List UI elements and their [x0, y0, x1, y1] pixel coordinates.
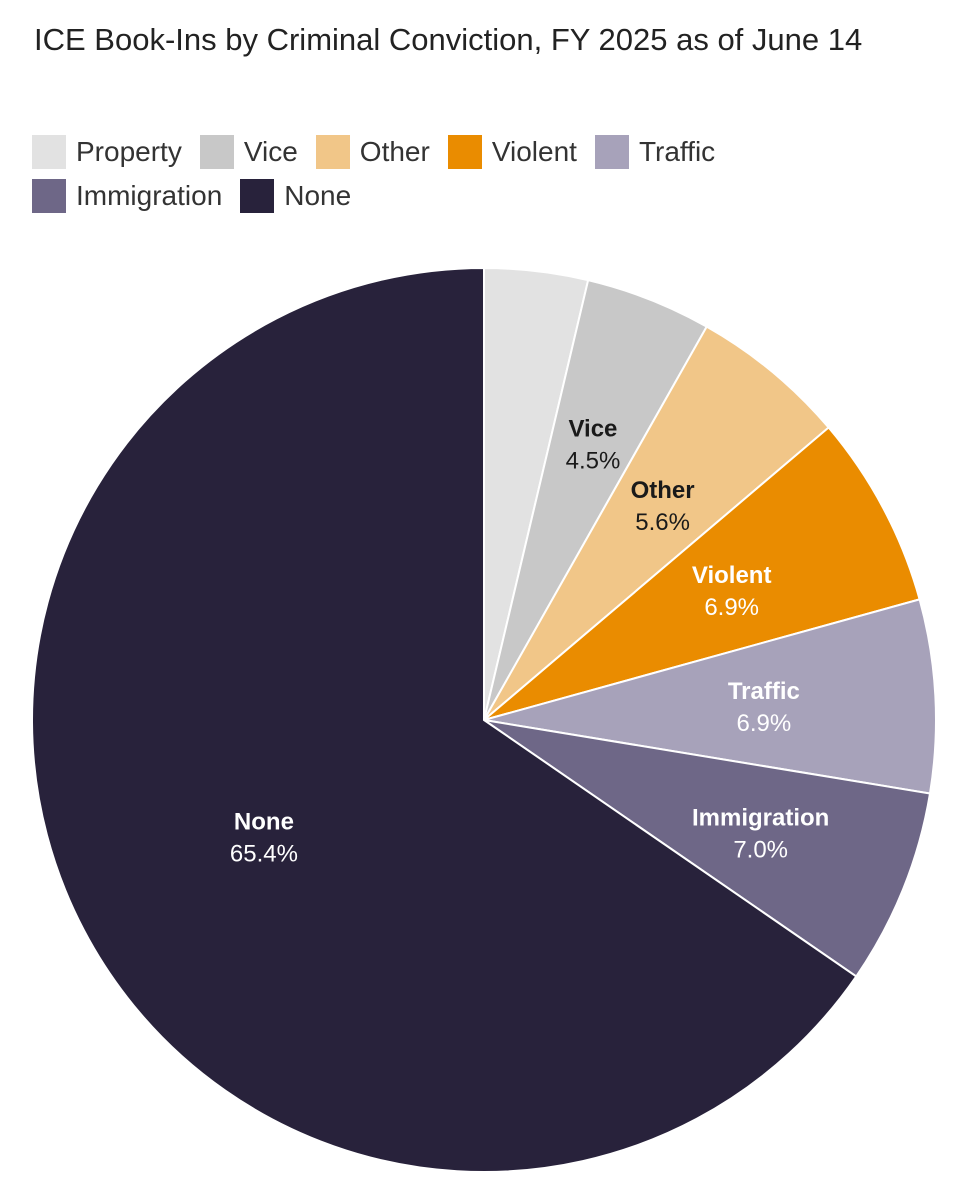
- legend-item-traffic[interactable]: Traffic: [594, 135, 716, 169]
- slice-label-name-traffic: Traffic: [728, 678, 800, 705]
- legend-item-immigration[interactable]: Immigration: [32, 179, 222, 213]
- legend-label-property: Property: [76, 136, 182, 167]
- legend-row-2: Immigration None: [32, 174, 932, 218]
- slice-label-value-vice: 4.5%: [566, 447, 621, 474]
- legend-swatch-immigration: [32, 179, 66, 213]
- slice-label-name-none: None: [234, 809, 294, 836]
- pie-slice-other[interactable]: [483, 325, 831, 721]
- legend-label-immigration: Immigration: [76, 180, 223, 211]
- slice-label-name-other: Other: [631, 477, 695, 504]
- legend-swatch-traffic: [594, 135, 629, 169]
- chart-legend: Property Vice Other Violent Traffic Immi…: [32, 130, 932, 218]
- legend-swatch-violent: [447, 135, 482, 169]
- slice-label-value-traffic: 6.9%: [736, 710, 791, 737]
- slice-label-name-violent: Violent: [692, 562, 772, 589]
- legend-label-traffic: Traffic: [638, 136, 716, 167]
- pie-slice-none[interactable]: [31, 266, 858, 1173]
- legend-item-other[interactable]: Other: [315, 135, 430, 169]
- slice-label-value-violent: 6.9%: [704, 594, 759, 621]
- legend-swatch-vice: [199, 135, 234, 169]
- slice-label-name-vice: Vice: [568, 415, 617, 442]
- pie-slice-violent[interactable]: [483, 426, 921, 721]
- pie-slice-immigration[interactable]: [483, 719, 932, 978]
- legend-swatch-other: [315, 135, 350, 169]
- legend-item-property[interactable]: Property: [32, 135, 182, 169]
- legend-label-violent: Violent: [491, 136, 577, 167]
- pie-chart: Vice 4.5% Other 5.6%Violent 6.9% Traffic 6.9% I…: [31, 266, 937, 1173]
- slice-label-value-immigration: 7.0%: [733, 837, 788, 864]
- legend-item-violent[interactable]: Violent: [447, 135, 577, 169]
- chart-title: ICE Book-Ins by Criminal Conviction, FY …: [34, 22, 863, 57]
- pie-labels: Vice 4.5% Other 5.6%Violent 6.9% Traffic 6.9% I…: [230, 415, 829, 867]
- pie-slices: [31, 266, 937, 1173]
- legend-item-vice[interactable]: Vice: [199, 135, 298, 169]
- slice-label-value-none: 65.4%: [230, 841, 298, 868]
- legend-swatch-none: [240, 179, 275, 213]
- slice-label-name-immigration: Immigration: [692, 805, 829, 832]
- legend-label-none: None: [284, 180, 352, 211]
- legend-label-other: Other: [359, 136, 430, 167]
- legend-row-1: Property Vice Other Violent Traffic: [32, 130, 932, 174]
- pie-slice-traffic[interactable]: [483, 598, 937, 795]
- slice-label-value-other: 5.6%: [635, 509, 690, 536]
- legend-item-none[interactable]: None: [240, 179, 351, 213]
- legend-swatch-property: [32, 135, 66, 169]
- legend-label-vice: Vice: [243, 136, 298, 167]
